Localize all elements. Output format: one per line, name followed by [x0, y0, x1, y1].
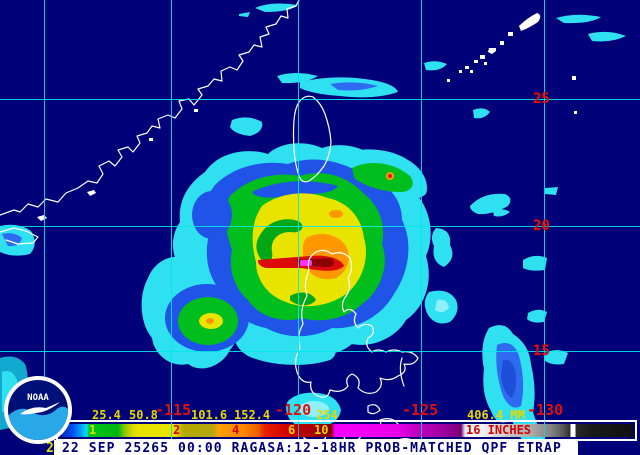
noaa-logo-text: NOAA [27, 393, 49, 403]
status-bar: 22 SEP 25265 00:00 RAGASA:12-18HR PROB-M… [54, 440, 578, 455]
typhoon-magenta-max [300, 260, 312, 266]
coast-fragment [0, 227, 39, 245]
scale-inch-tick-16: 16 INCHES [466, 423, 532, 437]
grid-line-horizontal [0, 226, 640, 227]
scale-mm-label: 50.8 [129, 408, 158, 422]
scale-mm-label: 254 [316, 408, 338, 422]
noaa-logo: NOAA [4, 376, 72, 444]
scale-mm-label: 152.4 [234, 408, 271, 422]
longitude-label-115: -115 [155, 401, 192, 419]
grid-over-scale [298, 421, 299, 439]
scale-inch-tick-6: 6 [288, 423, 296, 437]
grid-line-vertical [298, 0, 299, 440]
grid-line-vertical [171, 0, 172, 440]
longitude-label-120: -120 [275, 401, 312, 419]
scale-inch-tick-2: 2 [173, 423, 181, 437]
longitude-label-125: -125 [402, 401, 439, 419]
longitude-label-130: -130 [527, 401, 564, 419]
grid-line-vertical [44, 0, 45, 440]
grid-line-vertical [421, 0, 422, 440]
precip-typhoon-core [141, 143, 431, 369]
scale-inch-tick-1: 1 [89, 423, 97, 437]
china-coastline [0, 0, 300, 216]
noaa-logo-bird [20, 402, 60, 415]
taiwan-outline [292, 95, 332, 183]
noaa-logo-wave [8, 406, 68, 440]
latitude-label-15: 15 [533, 343, 550, 359]
luzon-east-coast [399, 357, 405, 387]
grid-over-scale [171, 421, 172, 439]
scale-mm-label: 25.4 [92, 408, 121, 422]
luzon-outline [294, 249, 419, 398]
latitude-label-25: 25 [533, 91, 550, 107]
grid-line-horizontal [0, 99, 640, 100]
latitude-label-20: 20 [533, 218, 550, 234]
precip-luzon-blob [286, 392, 341, 429]
grid-line-horizontal [0, 351, 640, 352]
status-text: 22 SEP 25265 00:00 RAGASA:12-18HR PROB-M… [62, 441, 562, 455]
grid-line-vertical [544, 0, 545, 440]
scale-mm-label: 101.6 [191, 408, 228, 422]
scale-inch-tick-10: 10 [314, 423, 329, 437]
scale-mm-label: 406.4 MM [467, 408, 525, 422]
grid-over-scale [544, 421, 545, 439]
ryukyu-islands [37, 13, 577, 221]
corner-label: 2 [46, 441, 54, 455]
scale-inch-tick-4: 4 [232, 423, 240, 437]
color-scale-gradient [62, 424, 633, 437]
grid-over-scale [421, 421, 422, 439]
